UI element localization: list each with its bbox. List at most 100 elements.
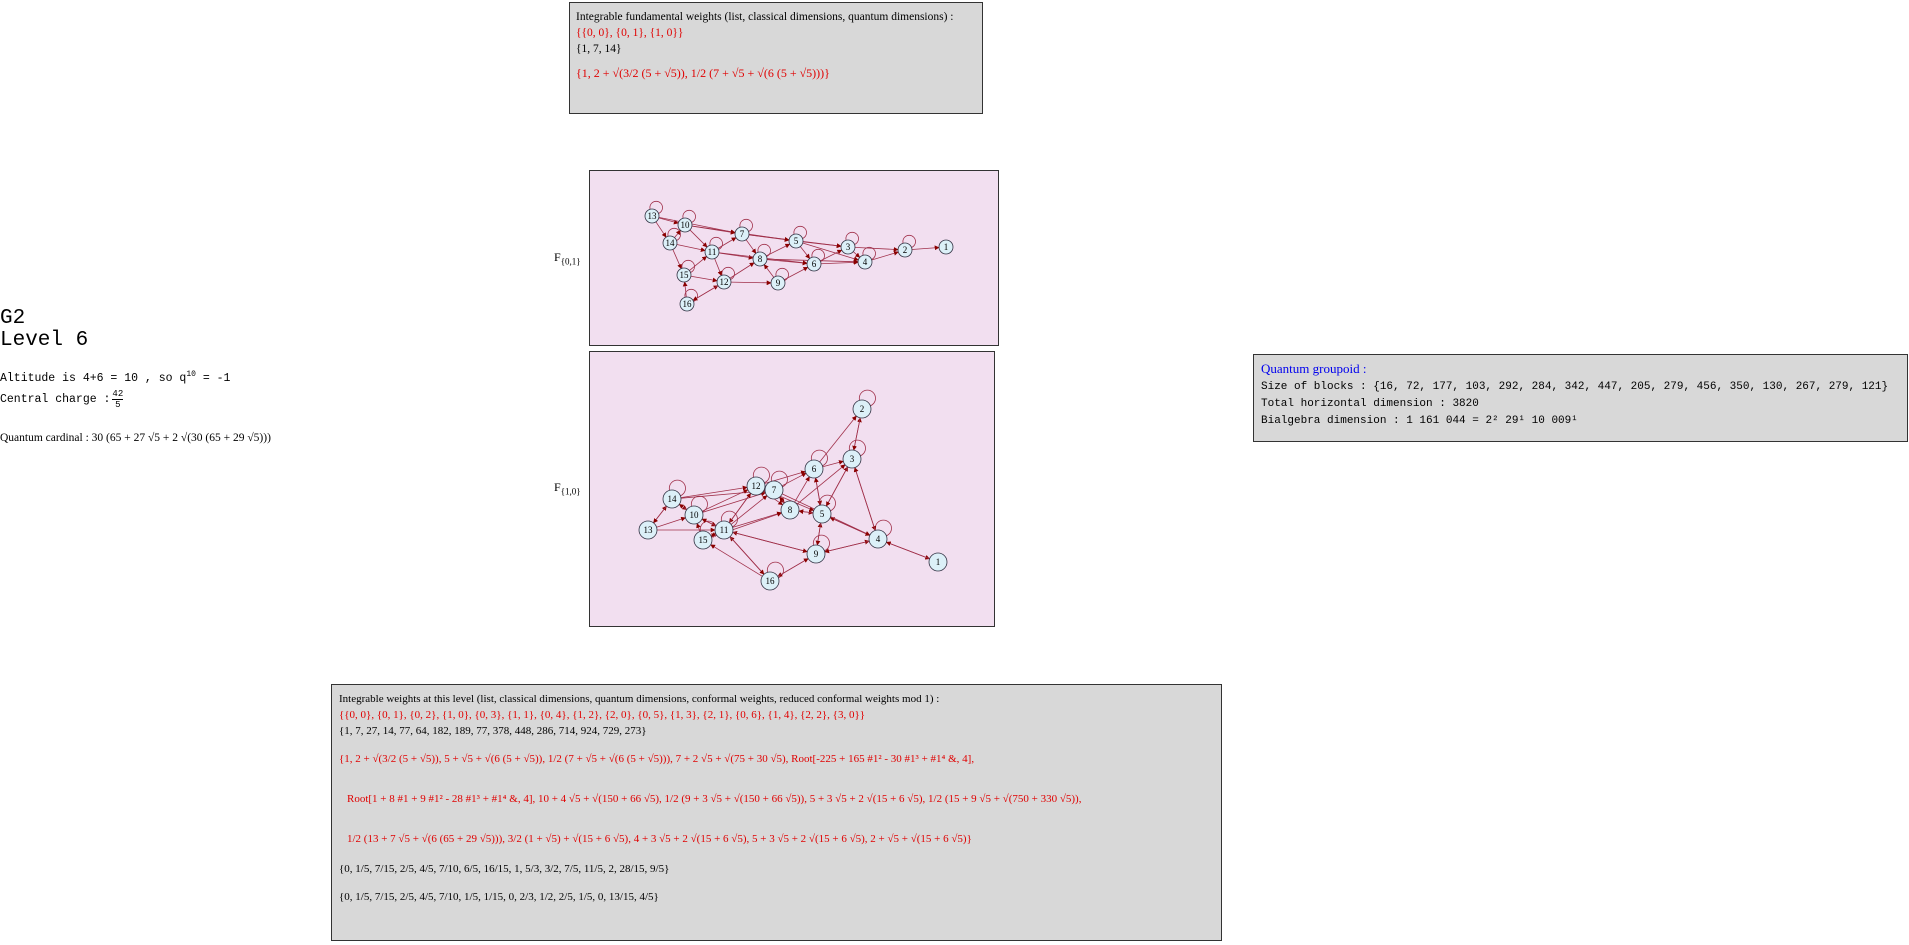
graph-node xyxy=(770,275,786,291)
level-weights-box: Integrable weights at this level (list, … xyxy=(331,684,1222,941)
graph-edge xyxy=(802,242,859,262)
graph-node-label: 13 xyxy=(644,525,654,535)
graph-label-f10-main: F xyxy=(554,480,561,494)
graph-node xyxy=(806,544,826,564)
bialgebra-label: Bialgebra dimension : xyxy=(1261,415,1407,427)
graph-node-label: 1 xyxy=(936,557,941,567)
graph-node-label: 5 xyxy=(794,236,799,246)
graph-node-label: 6 xyxy=(812,259,817,269)
graph-edge xyxy=(820,260,859,265)
graph-edge xyxy=(702,491,766,513)
graph-node-label: 9 xyxy=(814,549,819,559)
graph-edge xyxy=(656,516,686,528)
graph-edge xyxy=(781,472,807,487)
graph-node-label: 1 xyxy=(944,242,949,252)
graph-node-label: 15 xyxy=(699,535,709,545)
graph-node-label: 3 xyxy=(846,242,851,252)
graph-edge xyxy=(690,275,718,283)
graph-edge xyxy=(825,466,849,507)
graph-node xyxy=(852,399,872,419)
graph-node-label: 11 xyxy=(720,525,729,535)
graph-label-f01-sub: {0,1} xyxy=(560,256,581,267)
graph-edge xyxy=(714,258,723,276)
graph-node xyxy=(812,504,832,524)
graph-edge xyxy=(730,280,772,286)
graph-edge xyxy=(798,509,814,515)
graph-node-label: 14 xyxy=(666,238,676,248)
graph-node-label: 7 xyxy=(740,229,745,239)
graph-edge xyxy=(796,464,846,505)
altitude-exponent: 10 xyxy=(186,370,196,379)
graph-edge xyxy=(680,485,748,499)
graph-node xyxy=(764,480,784,500)
graph-edge xyxy=(710,544,763,577)
graph-edge xyxy=(766,243,791,257)
graph-edge xyxy=(658,217,679,225)
graph-node-label: 11 xyxy=(708,247,717,257)
graph-node xyxy=(679,296,695,312)
graph-edge xyxy=(689,256,707,271)
graph-node-label: 4 xyxy=(863,257,868,267)
quantum-groupoid-box: Quantum groupoid : Size of blocks : {16,… xyxy=(1253,354,1908,442)
graph-node xyxy=(684,505,704,525)
graph-edge xyxy=(813,477,821,506)
graph-node-label: 10 xyxy=(690,510,700,520)
graph-edge xyxy=(799,246,811,259)
graph-edge xyxy=(655,221,667,238)
graph-node-label: 12 xyxy=(752,481,761,491)
quantum-cardinal-line: Quantum cardinal : 30 (65 + 27 √5 + 2 √(… xyxy=(0,432,271,444)
left-panel: G2 Level 6 Altitude is 4+6 = 10 , so q10… xyxy=(0,308,271,444)
graph-edge xyxy=(678,503,687,511)
total-dimension-value: 3820 xyxy=(1452,398,1479,410)
graph-edge xyxy=(885,541,930,560)
graph-node-label: 5 xyxy=(820,509,825,519)
central-charge-label: Central charge : xyxy=(0,392,111,406)
graph-edge xyxy=(732,531,808,553)
graph-node xyxy=(760,571,780,591)
graph-edge xyxy=(701,489,749,512)
graph-node-label: 10 xyxy=(681,220,691,230)
graph-node xyxy=(662,235,678,251)
graph-label-f01: F{0,1} xyxy=(554,250,581,266)
graph-node-label: 3 xyxy=(850,454,855,464)
quantum-cardinal-value: 30 (65 + 27 √5 + 2 √(30 (65 + 29 √5))) xyxy=(91,431,271,444)
graph-label-f10: F{1,0} xyxy=(554,480,581,496)
graph-edge xyxy=(672,249,682,270)
fusion-graph-f10: 1 2 3 4 5 6 7 8 9 10 11 12 13 14 15 16 xyxy=(589,351,995,627)
graph-edge xyxy=(777,558,809,577)
graph-edge xyxy=(784,266,809,281)
level-quantum-dims-line2: Root[1 + 8 #1 + 9 #1² - 28 #1³ + #1⁴ &, … xyxy=(347,793,1082,805)
graph-edge xyxy=(763,264,775,278)
fusion-graph-f01: 1 2 3 4 5 6 7 8 9 10 11 12 13 14 15 16 xyxy=(589,170,999,346)
graph-edge xyxy=(717,237,737,249)
central-charge-denominator: 5 xyxy=(115,399,121,410)
graph-node xyxy=(806,256,822,272)
fundamental-weights-header: Integrable fundamental weights (list, cl… xyxy=(576,11,954,23)
graph-node-label: 8 xyxy=(788,505,793,515)
conformal-weights: {0, 1/5, 7/15, 2/5, 4/5, 7/10, 6/5, 16/1… xyxy=(339,863,670,875)
graph-edge xyxy=(911,245,940,251)
level-title: Level 6 xyxy=(0,329,89,352)
altitude-text: Altitude is 4+6 = 10 , so q xyxy=(0,371,187,385)
blocks-label: Size of blocks : xyxy=(1261,381,1374,393)
graph-node xyxy=(938,239,954,255)
fundamental-weights-list: {{0, 0}, {0, 1}, {1, 0}} xyxy=(576,27,684,39)
graph-edge xyxy=(852,417,861,451)
graph-edge xyxy=(730,495,768,525)
graph-edge xyxy=(676,244,706,252)
graph-node xyxy=(638,520,658,540)
level-weights-header: Integrable weights at this level (list, … xyxy=(339,693,940,705)
graph-node xyxy=(644,208,660,224)
graph-edge xyxy=(701,518,717,527)
graph-edge xyxy=(871,250,899,261)
graph-node xyxy=(676,267,692,283)
level-weights-list: {{0, 0}, {0, 1}, {0, 2}, {1, 0}, {0, 3},… xyxy=(339,709,866,721)
graph-node xyxy=(746,476,766,496)
fundamental-classical-dims: {1, 7, 14} xyxy=(576,43,622,55)
fundamental-quantum-dims: {1, 2 + √(3/2 (5 + √5)), 1/2 (7 + √5 + √… xyxy=(576,66,830,80)
graph-node xyxy=(857,254,873,270)
graph-label-f10-sub: {1,0} xyxy=(560,486,581,497)
graph-node xyxy=(716,274,732,290)
level-quantum-dims-line3: 1/2 (13 + 7 √5 + √(6 (65 + 29 √5))), 3/2… xyxy=(347,833,972,845)
